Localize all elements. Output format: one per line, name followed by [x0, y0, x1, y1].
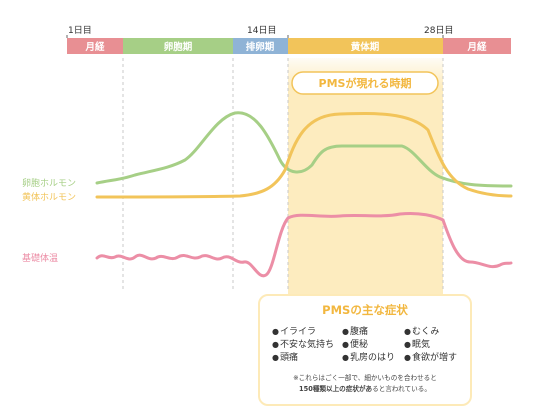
phase-label-menstrual-end: 月経	[466, 41, 487, 53]
phase-label-ovulation: 排卵期	[246, 41, 275, 53]
phase-label-luteal: 黄体期	[351, 41, 380, 53]
symptom-anxiety: 不安な気持ち	[272, 337, 334, 350]
symptoms-note-line1: ※これらはごく一部で、細かいものを合わせると	[293, 374, 437, 382]
symptoms-title: PMSの主な症状	[322, 303, 408, 317]
symptom-appetite: 食欲が増す	[404, 350, 457, 363]
symptoms-note-rest: ると言われている。	[372, 385, 431, 393]
series-label-temperature: 基礎体温	[22, 252, 58, 264]
symptom-abdominal-pain: 腹痛	[342, 324, 368, 337]
phase-label-menstrual-start: 月経	[84, 41, 105, 53]
pms-label-text: PMSが現れる時期	[319, 76, 412, 90]
pms-period-band	[288, 58, 443, 298]
symptom-irritability: イライラ	[272, 324, 316, 337]
basal-temperature-line	[95, 212, 513, 278]
symptom-swelling: むくみ	[404, 324, 439, 337]
series-label-luteal: 黄体ホルモン	[22, 191, 76, 203]
symptoms-note-bold: 150種類以上の症状があ	[299, 385, 373, 393]
symptoms-box: PMSの主な症状 イライラ 不安な気持ち 頭痛 腹痛 便秘 乳房のはり むくみ …	[258, 294, 472, 406]
pms-label-pill	[291, 71, 439, 95]
phase-menstrual-end	[443, 38, 511, 54]
day-label-mid: 14日目	[247, 25, 276, 36]
symptom-headache: 頭痛	[272, 350, 298, 363]
symptoms-note-line2: 150種類以上の症状があると言われている。	[260, 383, 470, 393]
phase-label-follicular: 卵胞期	[164, 41, 193, 53]
phase-bar: 月経 卵胞期 排卵期 黄体期 月経	[67, 38, 511, 54]
follicular-hormone-line	[95, 111, 513, 188]
phase-follicular	[123, 38, 233, 54]
symptom-constipation: 便秘	[342, 337, 368, 350]
phase-menstrual-start	[67, 38, 123, 54]
day-label-end: 28日目	[424, 25, 453, 36]
phase-luteal	[288, 38, 443, 54]
day-label-start: 1日目	[68, 25, 92, 36]
series-label-follicular: 卵胞ホルモン	[22, 177, 76, 189]
luteal-hormone-line	[95, 112, 513, 199]
symptom-breast-swelling: 乳房のはり	[342, 350, 395, 363]
phase-dividers	[122, 58, 444, 292]
phase-ovulation	[233, 38, 288, 54]
symptom-sleepiness: 眠気	[404, 337, 430, 350]
